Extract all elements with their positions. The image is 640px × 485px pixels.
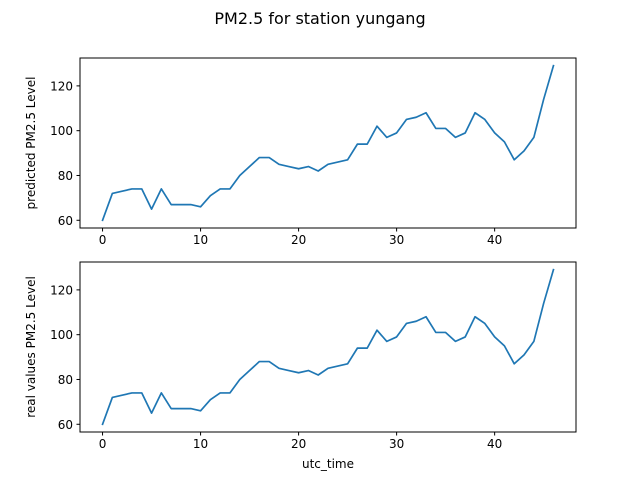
panel-1-y-tick-label: 120 bbox=[50, 79, 73, 93]
panel-2-x-tick-label: 30 bbox=[389, 437, 404, 451]
panel-2-x-tick-label: 20 bbox=[291, 437, 306, 451]
panel-2-x-tick-label: 0 bbox=[99, 437, 107, 451]
panel-2-axes-frame bbox=[79, 261, 577, 433]
panel-2-series-line-1 bbox=[101, 268, 555, 426]
panel-2-y-tick-label: 100 bbox=[50, 328, 73, 342]
panel-1-y-tick-label: 60 bbox=[58, 214, 73, 228]
panel-2-y-tick-label: 60 bbox=[58, 418, 73, 432]
panel-1-y-tick-label: 100 bbox=[50, 124, 73, 138]
panel-1-x-tick-label: 20 bbox=[291, 233, 306, 247]
panel-1-axes-frame bbox=[79, 57, 577, 229]
panel-2-y-tick-label: 80 bbox=[58, 373, 73, 387]
panel-1-y-axis-label: predicted PM2.5 Level bbox=[24, 77, 38, 210]
panel-1-series-line-1 bbox=[101, 64, 555, 222]
panel-2-y-tick-label: 120 bbox=[50, 283, 73, 297]
panel-2-x-tick-label: 10 bbox=[193, 437, 208, 451]
panel-2-x-tick-label: 40 bbox=[487, 437, 502, 451]
panel-1-y-tick-label: 80 bbox=[58, 169, 73, 183]
panel-2-x-axis-label: utc_time bbox=[302, 457, 354, 471]
figure-title: PM2.5 for station yungang bbox=[214, 9, 425, 28]
panel-1-x-tick-label: 10 bbox=[193, 233, 208, 247]
panel-1-x-tick-label: 30 bbox=[389, 233, 404, 247]
panel-2-y-axis-label: real values PM2.5 Level bbox=[24, 276, 38, 418]
panel-1-x-tick-label: 40 bbox=[487, 233, 502, 247]
panel-1-x-tick-label: 0 bbox=[99, 233, 107, 247]
